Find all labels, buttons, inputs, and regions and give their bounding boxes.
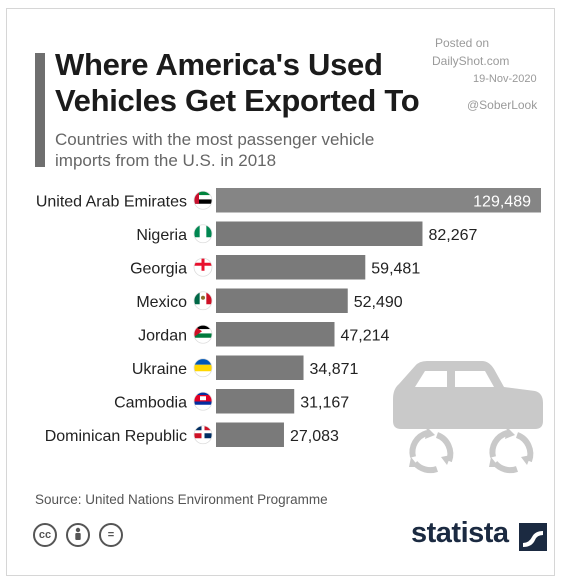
- value-label: 31,167: [300, 394, 349, 411]
- value-label: 27,083: [290, 428, 339, 445]
- creative-commons-icon[interactable]: cc: [33, 523, 57, 547]
- statista-logo-icon[interactable]: [519, 523, 547, 551]
- bar: [216, 221, 423, 246]
- category-label: United Arab Emirates: [36, 193, 187, 210]
- nigeria-flag-icon: [193, 224, 213, 244]
- uae-flag-icon: [193, 190, 213, 210]
- bar: [216, 255, 366, 280]
- posted-label: Posted on: [435, 36, 490, 50]
- bar: [216, 322, 335, 347]
- chart-subtitle-line2: imports from the U.S. in 2018: [55, 151, 277, 170]
- category-label: Jordan: [138, 327, 187, 344]
- attribution-site: DailyShot.com: [432, 54, 510, 68]
- dominican-republic-flag-icon: [193, 425, 213, 445]
- bar: [216, 288, 348, 313]
- bar-chart: United Arab Emirates 129,489 Nigeria 82,267…: [36, 188, 543, 474]
- bar: [216, 355, 304, 380]
- recycled-car-icon: [393, 361, 543, 474]
- value-label: 52,490: [354, 294, 403, 311]
- no-derivatives-icon[interactable]: =: [99, 523, 123, 547]
- category-label: Mexico: [136, 294, 187, 311]
- ukraine-flag-icon: [193, 358, 213, 378]
- bar: [216, 389, 295, 414]
- statista-wordmark[interactable]: statista: [411, 517, 509, 549]
- chart-subtitle-line1: Countries with the most passenger vehicl…: [55, 130, 375, 149]
- infographic-card: Where America's Used Vehicles Get Export…: [6, 8, 555, 576]
- value-label: 34,871: [310, 361, 359, 378]
- mexico-flag-icon: [193, 291, 213, 311]
- jordan-flag-icon: [193, 324, 213, 344]
- chart-title-line1: Where America's Used: [55, 47, 383, 82]
- attribution-date: 19-Nov-2020: [473, 73, 537, 85]
- chart-subtitle: Countries with the most passenger vehicl…: [55, 129, 435, 171]
- value-label: 47,214: [341, 327, 390, 344]
- bar: [216, 422, 284, 447]
- chart-title-line2: Vehicles Get Exported To: [55, 83, 420, 118]
- category-label: Ukraine: [132, 361, 187, 378]
- value-label: 82,267: [428, 227, 477, 244]
- category-label: Dominican Republic: [45, 428, 187, 445]
- georgia-flag-icon: [193, 257, 213, 277]
- category-label: Nigeria: [136, 227, 187, 244]
- statista-logo-glyph: [523, 531, 543, 547]
- value-label: 129,489: [473, 193, 531, 210]
- person-glyph: [75, 527, 81, 540]
- category-label: Cambodia: [114, 394, 187, 411]
- chart-title: Where America's Used Vehicles Get Export…: [55, 47, 420, 119]
- category-label: Georgia: [130, 260, 187, 277]
- source-note: Source: United Nations Environment Progr…: [35, 492, 328, 507]
- attribution-person-icon[interactable]: [66, 523, 90, 547]
- bar: [216, 188, 541, 213]
- cambodia-flag-icon: [193, 391, 213, 411]
- attribution-handle: @SoberLook: [467, 98, 538, 112]
- value-label: 59,481: [371, 260, 420, 277]
- title-accent-bar: [35, 53, 45, 167]
